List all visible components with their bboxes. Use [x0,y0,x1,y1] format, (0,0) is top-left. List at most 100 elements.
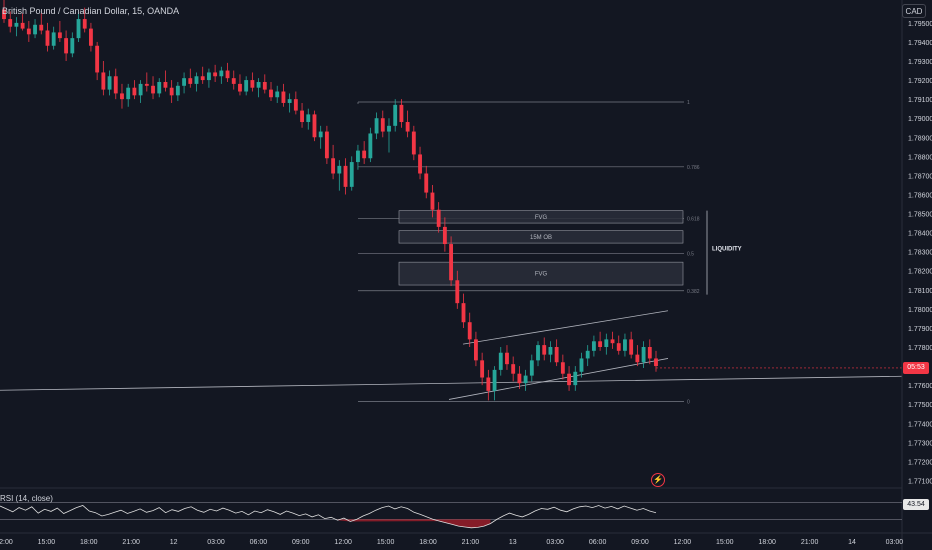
candle-body [430,192,435,210]
candle-body [144,83,149,86]
candle-body [188,78,193,84]
y-tick-label: 1.77900 [908,326,932,333]
x-tick-label: 18:00 [758,539,776,546]
candle-body [157,81,162,94]
candle-body [362,150,367,159]
y-tick-label: 1.78400 [908,231,932,238]
fib-level-label: 0 [687,399,690,405]
candle-body [101,72,106,90]
candle-body [82,19,87,29]
x-tick-label: 18:00 [419,539,437,546]
candle-body [120,93,124,100]
support-line [0,375,903,391]
candle-body [175,85,180,96]
candle-body [579,358,584,372]
candle-body [200,76,205,81]
y-tick-label: 1.79300 [908,59,932,66]
current-price-tag: 05:53 [903,362,929,374]
lightning-icon[interactable]: ⚡ [651,473,665,487]
fibonacci-retracement: 1 0.786 0.618 0.5 0.382 0 [357,100,700,405]
candle-body [654,358,658,367]
y-tick-label: 1.78200 [908,269,932,276]
zone-boxes: FVG 15M OB FVG [398,210,684,286]
candle-body [623,339,627,351]
candle-body [45,30,50,46]
time-axis[interactable]: 12:00 15:00 18:00 21:00 12 03:00 06:00 09:00 12:… [0,539,903,546]
currency-button[interactable]: CAD [902,4,926,18]
candle-body [33,24,37,35]
candle-body [287,99,292,103]
x-tick-label: 09:00 [292,539,310,546]
price-axis[interactable]: 1.79500 1.79400 1.79300 1.79200 1.79100 1.790… [908,21,932,486]
candle-body [641,347,646,363]
candle-body [312,114,317,138]
y-tick-label: 1.77200 [908,459,932,466]
candle-body [219,70,224,77]
y-tick-label: 1.78500 [908,212,932,219]
candle-body [461,303,466,323]
candle-body [244,80,249,92]
candle-body [238,83,242,92]
candlestick-series [2,0,902,401]
zone-label: FVG [535,215,548,221]
x-tick-label: 12:00 [334,539,352,546]
candle-body [486,377,491,391]
x-tick-label: 21:00 [462,539,480,546]
candle-body [206,72,211,81]
candle-body [473,339,478,361]
x-tick-label: 12:00 [674,539,692,546]
candle-body [343,165,348,187]
zone-label: 15M OB [530,235,552,241]
y-tick-label: 1.77800 [908,345,932,352]
rsi-oversold-fill [337,519,491,528]
wedge-lower-line [448,358,669,400]
candle-body [225,70,230,79]
candle-body [20,22,25,29]
candle-body [442,226,447,245]
y-tick-label: 1.77400 [908,421,932,428]
y-tick-label: 1.77100 [908,478,932,485]
x-tick-label: 03:00 [546,539,564,546]
liquidity-label: LIQUIDITY [712,247,742,253]
candle-body [318,131,323,138]
x-tick-label: 15:00 [377,539,395,546]
y-tick-label: 1.78600 [908,192,932,199]
x-tick-label: 06:00 [250,539,268,546]
candle-body [616,343,621,351]
candle-body [126,87,131,100]
candle-body [14,22,19,27]
zone-box [398,230,684,244]
candle-body [275,91,280,98]
candle-body [76,19,81,39]
candle-body [231,78,236,84]
candle-body [306,114,311,123]
candle-body [523,375,528,384]
candle-body [349,162,354,187]
candle-body [517,373,522,384]
candle-body [256,81,261,88]
candle-body [89,28,93,46]
candle-body [629,339,634,355]
candle-body [269,89,273,98]
candle-body [591,341,596,351]
x-tick-label: 13 [509,539,517,546]
y-tick-label: 1.77500 [908,402,932,409]
candle-body [163,81,168,88]
rsi-line [0,505,657,529]
y-tick-label: 1.79400 [908,40,932,47]
candle-body [610,339,615,344]
candle-body [405,122,410,132]
symbol-title[interactable]: British Pound / Canadian Dollar, 15, OAN… [2,6,180,16]
candle-body [26,28,31,35]
y-tick-label: 1.79100 [908,97,932,104]
x-tick-label: 06:00 [589,539,607,546]
candle-body [393,104,398,126]
rsi-label[interactable]: RSI (14, close) [0,494,53,503]
candle-body [39,24,44,31]
fib-level-label: 0.618 [687,216,700,222]
candle-body [169,87,174,96]
x-tick-label: 21:00 [801,539,819,546]
candle-body [567,373,571,386]
